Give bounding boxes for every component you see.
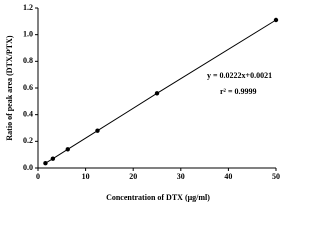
- x-tick-label: 10: [82, 172, 90, 181]
- y-tick-label: 0.2: [23, 136, 33, 145]
- x-axis-title: Concentration of DTX (μg/ml): [106, 193, 210, 202]
- annotation: r² = 0.9999: [220, 87, 257, 96]
- x-tick-label: 50: [272, 172, 280, 181]
- y-tick-label: 1.0: [23, 29, 33, 38]
- chart: y = 0.0222x+0.0021 r² = 0.9999 Concentra…: [5, 3, 280, 202]
- x-tick-label: 0: [36, 172, 40, 181]
- page: {"chart_data": {"type": "scatter", "x_la…: [4, 2, 280, 202]
- point: [154, 91, 160, 96]
- point: [95, 128, 100, 133]
- y-tick-label: 0.4: [23, 109, 33, 118]
- point: [65, 147, 70, 152]
- x-tick-label: 30: [177, 172, 185, 181]
- point: [273, 17, 279, 23]
- y-axis-title: Ratio of peak area (DTX/PTX): [5, 35, 14, 141]
- y-tick-label: 0.0: [23, 163, 33, 172]
- point: [50, 156, 56, 161]
- x-tick-label: 40: [224, 172, 232, 181]
- y-tick-label: 0.8: [23, 56, 33, 65]
- annotation: y = 0.0222x+0.0021: [207, 71, 272, 80]
- point: [43, 161, 48, 166]
- y-tick-label: 0.6: [23, 83, 33, 92]
- y-tick-label: 1.2: [23, 3, 33, 12]
- x-tick-label: 20: [129, 172, 137, 181]
